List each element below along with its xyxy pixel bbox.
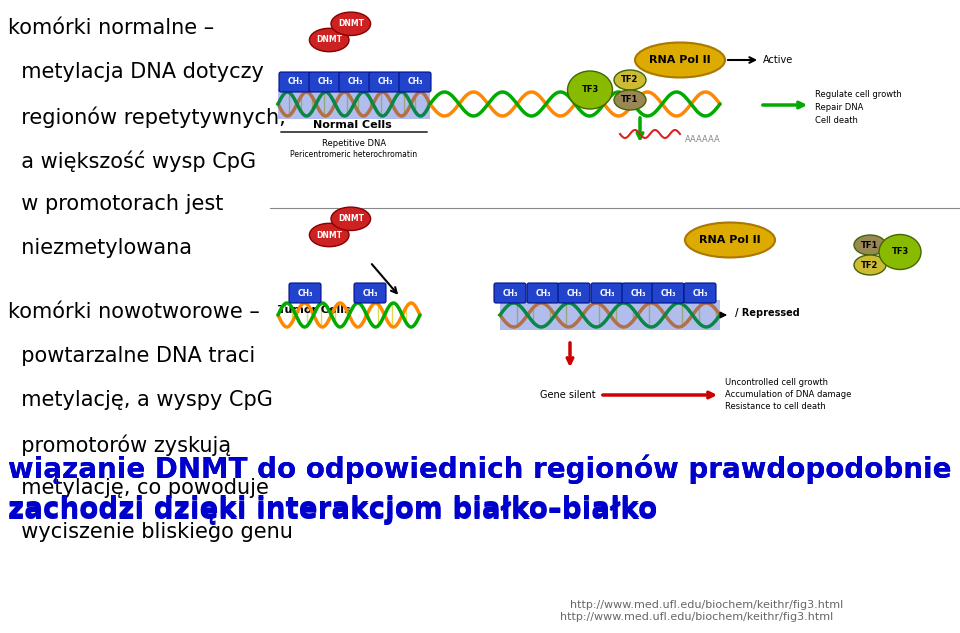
FancyBboxPatch shape	[369, 72, 401, 92]
Ellipse shape	[854, 235, 886, 255]
Text: RNA Pol II: RNA Pol II	[699, 235, 761, 245]
Text: metylacja DNA dotyczy: metylacja DNA dotyczy	[8, 62, 264, 82]
FancyBboxPatch shape	[494, 283, 526, 303]
Ellipse shape	[309, 223, 349, 247]
FancyBboxPatch shape	[309, 72, 341, 92]
Text: DNMT: DNMT	[338, 215, 364, 223]
Text: niezmetylowana: niezmetylowana	[8, 238, 192, 258]
Text: a większość wysp CpG: a większość wysp CpG	[8, 150, 256, 172]
Ellipse shape	[635, 42, 725, 77]
Text: Tumor Cells: Tumor Cells	[278, 305, 350, 315]
Text: w promotorach jest: w promotorach jest	[8, 194, 224, 214]
Text: CH₃: CH₃	[407, 77, 422, 87]
FancyBboxPatch shape	[354, 283, 386, 303]
Text: CH₃: CH₃	[660, 289, 676, 298]
Ellipse shape	[685, 223, 775, 258]
Text: TF1: TF1	[621, 96, 638, 104]
Text: TF2: TF2	[621, 75, 638, 84]
Text: DNMT: DNMT	[338, 19, 364, 28]
FancyBboxPatch shape	[399, 72, 431, 92]
Text: powtarzalne DNA traci: powtarzalne DNA traci	[8, 346, 255, 366]
Text: metylację, a wyspy CpG: metylację, a wyspy CpG	[8, 390, 273, 410]
FancyBboxPatch shape	[622, 283, 654, 303]
Text: CH₃: CH₃	[317, 77, 333, 87]
Text: Cell death: Cell death	[815, 116, 858, 125]
Text: CH₃: CH₃	[631, 289, 646, 298]
Text: Repair DNA: Repair DNA	[815, 103, 863, 112]
FancyBboxPatch shape	[500, 300, 720, 330]
Text: TF1: TF1	[861, 241, 878, 249]
Text: CH₃: CH₃	[692, 289, 708, 298]
Text: CH₃: CH₃	[536, 289, 551, 298]
FancyBboxPatch shape	[558, 283, 590, 303]
Text: CH₃: CH₃	[566, 289, 582, 298]
Text: Pericentromeric heterochromatin: Pericentromeric heterochromatin	[291, 150, 418, 159]
Ellipse shape	[614, 90, 646, 110]
Ellipse shape	[854, 255, 886, 275]
Text: DNMT: DNMT	[316, 230, 342, 239]
Text: komórki nowotworowe –: komórki nowotworowe –	[8, 302, 260, 322]
FancyBboxPatch shape	[278, 89, 430, 119]
Text: wiązanie DNMT do odpowiednich regionów prawdopodobnie: wiązanie DNMT do odpowiednich regionów p…	[8, 455, 951, 484]
Ellipse shape	[331, 12, 371, 35]
Text: CH₃: CH₃	[348, 77, 363, 87]
Text: Uncontrolled cell growth: Uncontrolled cell growth	[725, 378, 828, 387]
Text: Repetitive DNA: Repetitive DNA	[322, 139, 386, 148]
Text: zachodzi dzięki interakcjom białko–białko: zachodzi dzięki interakcjom białko–białk…	[8, 495, 658, 523]
Text: metylację, co powoduje: metylację, co powoduje	[8, 478, 269, 498]
Text: DNMT: DNMT	[316, 35, 342, 44]
FancyBboxPatch shape	[652, 283, 684, 303]
Text: Active: Active	[763, 55, 793, 65]
Ellipse shape	[879, 234, 921, 270]
Text: / Repressed: / Repressed	[735, 308, 800, 318]
FancyBboxPatch shape	[289, 283, 321, 303]
Text: promotorów zyskują: promotorów zyskują	[8, 434, 231, 456]
Text: TF2: TF2	[861, 261, 878, 270]
Text: wyciszenie bliskiego genu: wyciszenie bliskiego genu	[8, 522, 293, 542]
Text: CH₃: CH₃	[599, 289, 614, 298]
Text: AAAAAA: AAAAAA	[685, 134, 721, 144]
Text: Resistance to cell death: Resistance to cell death	[725, 402, 826, 411]
FancyBboxPatch shape	[527, 283, 559, 303]
Text: zachodzi dzięki interakcjom białko–białko: zachodzi dzięki interakcjom białko–białk…	[8, 497, 658, 525]
FancyBboxPatch shape	[339, 72, 371, 92]
FancyBboxPatch shape	[591, 283, 623, 303]
FancyBboxPatch shape	[279, 72, 311, 92]
Text: CH₃: CH₃	[362, 289, 377, 298]
Ellipse shape	[614, 70, 646, 90]
Text: RNA Pol II: RNA Pol II	[649, 55, 710, 65]
Ellipse shape	[331, 207, 371, 230]
Text: http://www.med.ufl.edu/biochem/keithr/fig3.html: http://www.med.ufl.edu/biochem/keithr/fi…	[560, 612, 833, 622]
Text: CH₃: CH₃	[377, 77, 393, 87]
Text: CH₃: CH₃	[298, 289, 313, 298]
Text: CH₃: CH₃	[287, 77, 302, 87]
Text: Normal Cells: Normal Cells	[313, 120, 392, 130]
Text: komórki normalne –: komórki normalne –	[8, 18, 214, 38]
Text: wiązanie DNMT do odpowiednich regionów prawdopodobnie: wiązanie DNMT do odpowiednich regionów p…	[8, 455, 951, 484]
Text: Gene silent: Gene silent	[540, 390, 595, 400]
Text: http://www.med.ufl.edu/biochem/keithr/fig3.html: http://www.med.ufl.edu/biochem/keithr/fi…	[570, 600, 843, 610]
Text: TF3: TF3	[582, 85, 599, 94]
Text: TF3: TF3	[892, 248, 908, 256]
Text: CH₃: CH₃	[502, 289, 517, 298]
FancyBboxPatch shape	[684, 283, 716, 303]
Text: regionów repetytywnych,: regionów repetytywnych,	[8, 106, 286, 127]
Ellipse shape	[567, 71, 612, 109]
Text: Accumulation of DNA damage: Accumulation of DNA damage	[725, 390, 852, 399]
Ellipse shape	[309, 28, 349, 52]
Text: Regulate cell growth: Regulate cell growth	[815, 90, 901, 99]
